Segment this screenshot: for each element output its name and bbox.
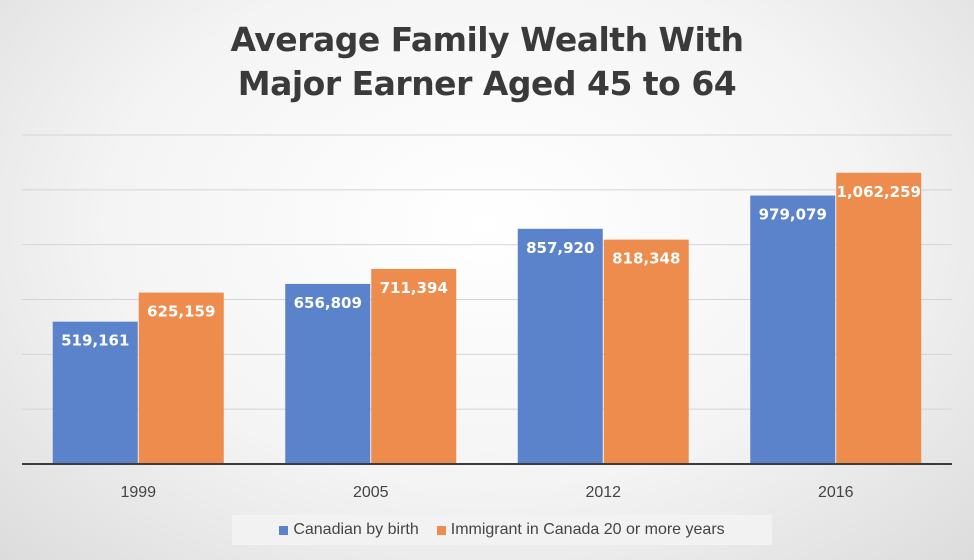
bar-series-2-2016 <box>836 172 922 465</box>
legend-swatch-immigrant <box>436 525 446 535</box>
chart-plot-area: 519,161 625,159 1999 656,809 711,394 2005 857,… <box>22 134 952 501</box>
x-tick-label-2005: 2005 <box>353 484 389 501</box>
bar-series-2-1999 <box>138 292 224 464</box>
legend-item-canadian-by-birth: Canadian by birth <box>279 521 419 539</box>
bar-series-1-2016 <box>750 195 836 465</box>
data-label-series-2-2016: 1,062,259 <box>837 183 921 201</box>
bar-series-1-1999 <box>52 321 138 464</box>
data-label-series-2-1999: 625,159 <box>147 303 215 321</box>
bar-series-1-2005 <box>285 283 371 464</box>
chart-title: Average Family Wealth With Major Earner … <box>0 18 974 106</box>
chart-title-line-1: Average Family Wealth With <box>230 20 744 59</box>
bar-series-1-2012 <box>517 228 603 464</box>
data-label-series-2-2005: 711,394 <box>380 279 448 297</box>
chart-legend: Canadian by birth Immigrant in Canada 20… <box>232 515 772 545</box>
data-label-series-1-2012: 857,920 <box>526 239 594 257</box>
data-label-series-1-1999: 519,161 <box>61 332 129 350</box>
data-label-series-1-2005: 656,809 <box>294 294 362 312</box>
legend-swatch-canadian-by-birth <box>279 525 289 535</box>
legend-label-canadian-by-birth: Canadian by birth <box>293 521 419 538</box>
x-tick-label-2012: 2012 <box>585 484 621 501</box>
bar-series-2-2012 <box>603 239 689 464</box>
chart-title-line-2: Major Earner Aged 45 to 64 <box>237 64 737 103</box>
data-label-series-2-2012: 818,348 <box>612 250 680 268</box>
bar-series-2-2005 <box>371 268 457 464</box>
legend-label-immigrant: Immigrant in Canada 20 or more years <box>450 521 725 538</box>
x-tick-label-1999: 1999 <box>120 484 156 501</box>
data-label-series-1-2016: 979,079 <box>759 206 827 224</box>
x-tick-label-2016: 2016 <box>818 484 854 501</box>
legend-item-immigrant: Immigrant in Canada 20 or more years <box>436 521 725 539</box>
